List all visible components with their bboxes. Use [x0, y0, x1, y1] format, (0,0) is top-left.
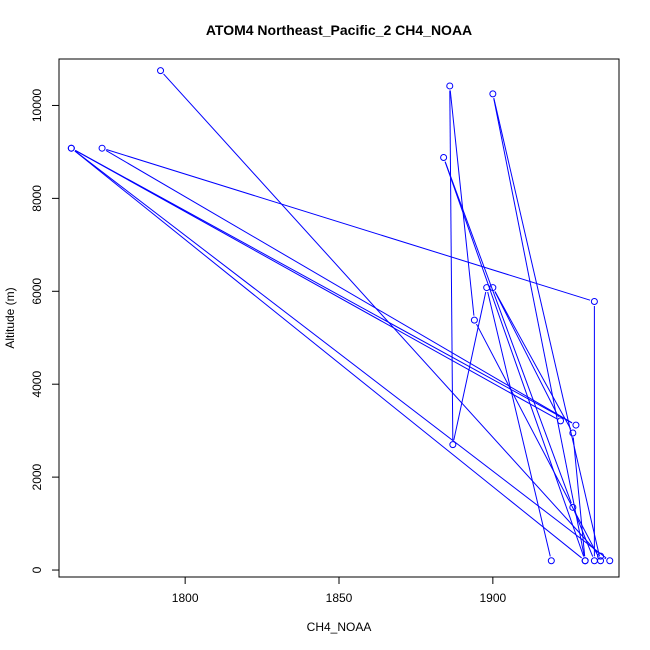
data-point — [569, 503, 577, 511]
series-line-segment — [493, 98, 585, 557]
series-line-segment — [494, 291, 559, 418]
data-point — [569, 429, 577, 437]
data-point — [157, 67, 165, 75]
series-line-segment — [604, 557, 606, 560]
data-point — [547, 557, 555, 565]
y-tick-label: 4000 — [30, 371, 44, 398]
x-tick-label: 1850 — [326, 591, 353, 605]
data-point — [597, 557, 605, 565]
data-point — [606, 557, 614, 565]
data-point — [98, 144, 106, 152]
x-tick-label: 1800 — [172, 591, 199, 605]
y-tick-label: 0 — [30, 566, 44, 573]
series-line-segment — [444, 161, 585, 557]
series-line-segment — [449, 90, 475, 316]
series-line-segment — [572, 437, 586, 557]
series-layer — [67, 67, 614, 565]
series-line-segment — [476, 323, 599, 557]
series-line-segment — [487, 291, 551, 557]
y-axis-label: Altitude (m) — [3, 287, 17, 348]
y-tick-label: 8000 — [30, 185, 44, 212]
series-line-segment — [105, 150, 573, 424]
data-point — [67, 144, 75, 152]
x-axis-label: CH4_NOAA — [307, 620, 372, 634]
y-tick-label: 6000 — [30, 278, 44, 305]
data-point — [557, 417, 565, 425]
series-line-segment — [75, 149, 573, 424]
data-point — [597, 552, 605, 560]
series-line-segment — [493, 98, 601, 557]
data-point — [590, 298, 598, 306]
series-line-segment — [163, 73, 598, 554]
series-line-segment — [574, 511, 594, 557]
x-tick-label: 1900 — [479, 591, 506, 605]
series-line-segment — [494, 291, 572, 430]
series-line-segment — [74, 150, 607, 559]
y-tick-label: 10000 — [30, 88, 44, 122]
data-point — [446, 82, 454, 90]
series-line-segment — [444, 161, 572, 504]
x-ticks: 1800 1850 1900 — [172, 577, 507, 605]
data-point — [449, 441, 457, 449]
series-line-segment — [74, 149, 557, 420]
series-line-segment — [449, 90, 454, 441]
series-line-segment — [74, 150, 582, 559]
data-point — [440, 153, 448, 161]
y-ticks: 0 2000 4000 6000 8000 10000 — [30, 88, 59, 573]
data-point — [483, 284, 491, 292]
data-point — [489, 90, 497, 98]
y-tick-label: 2000 — [30, 463, 44, 490]
data-point — [470, 316, 478, 324]
data-point — [572, 421, 580, 429]
chart-title: ATOM4 Northeast_Pacific_2 CH4_NOAA — [206, 22, 472, 38]
series-line-segment — [453, 291, 487, 441]
series-line-segment — [106, 149, 591, 301]
data-point — [581, 557, 589, 565]
